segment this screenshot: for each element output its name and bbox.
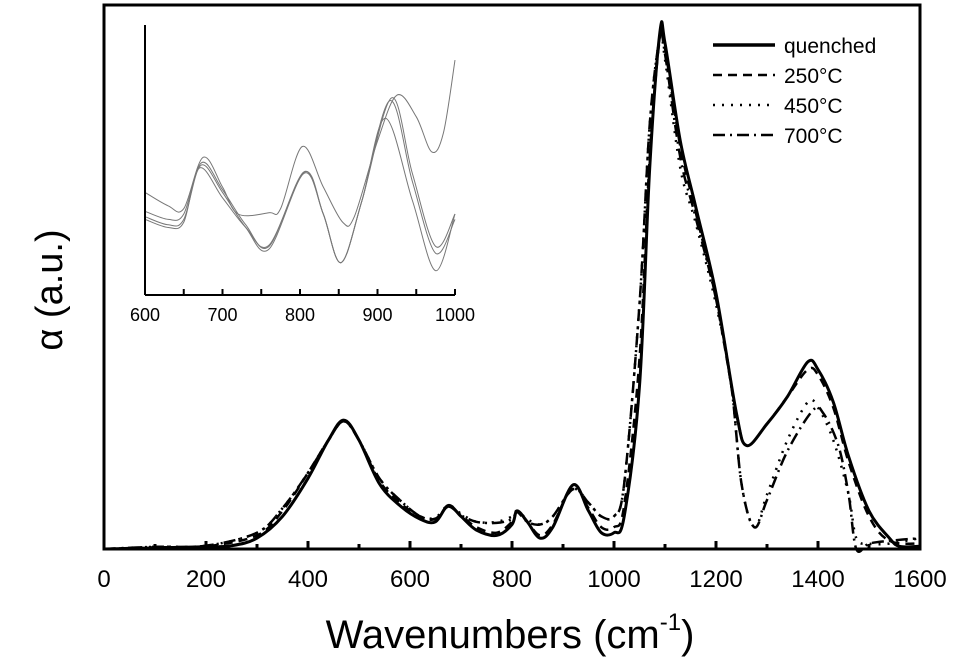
x-tick-label: 800 <box>492 566 532 593</box>
legend-label: 250°C <box>784 65 843 88</box>
inset-series-line <box>144 100 456 264</box>
legend-label: 450°C <box>784 95 843 118</box>
inset-x-tick-label: 900 <box>362 305 392 325</box>
inset-series-line <box>144 97 456 264</box>
inset-x-tick-label: 700 <box>207 305 237 325</box>
x-axis-label-main: Wavenumbers (cm <box>326 613 660 657</box>
inset-x-tick-label: 800 <box>285 305 315 325</box>
x-tick-label: 0 <box>97 566 110 593</box>
inset-series-line <box>144 117 456 272</box>
x-tick-label: 400 <box>288 566 328 593</box>
x-axis-label-sup: -1 <box>660 609 681 636</box>
legend-label: 700°C <box>784 125 843 148</box>
x-tick-label: 1000 <box>587 566 640 593</box>
x-tick-label: 1200 <box>689 566 742 593</box>
inset-x-tick-label: 1000 <box>435 305 475 325</box>
main-x-ticks: 0 200 400 600 800 1000 1200 1400 1600 <box>97 541 947 593</box>
y-axis-label: α (a.u.) <box>29 229 71 350</box>
inset-series-line <box>144 60 456 227</box>
main-plot-curves <box>103 20 921 554</box>
series-line-dashdot <box>103 31 921 554</box>
legend-label: quenched <box>784 35 876 58</box>
legend: quenched 250°C 450°C 700°C <box>713 35 876 148</box>
x-tick-label: 200 <box>186 566 226 593</box>
inset-x-tick-label: 600 <box>130 305 160 325</box>
x-tick-label: 1400 <box>791 566 844 593</box>
x-axis-label: Wavenumbers (cm-1) <box>326 609 695 657</box>
x-tick-label: 600 <box>390 566 430 593</box>
x-tick-label: 1600 <box>893 566 946 593</box>
inset-plot: 600 700 800 900 1000 <box>130 25 475 325</box>
x-axis-label-close: ) <box>681 613 694 657</box>
main-plot-frame <box>102 3 922 551</box>
